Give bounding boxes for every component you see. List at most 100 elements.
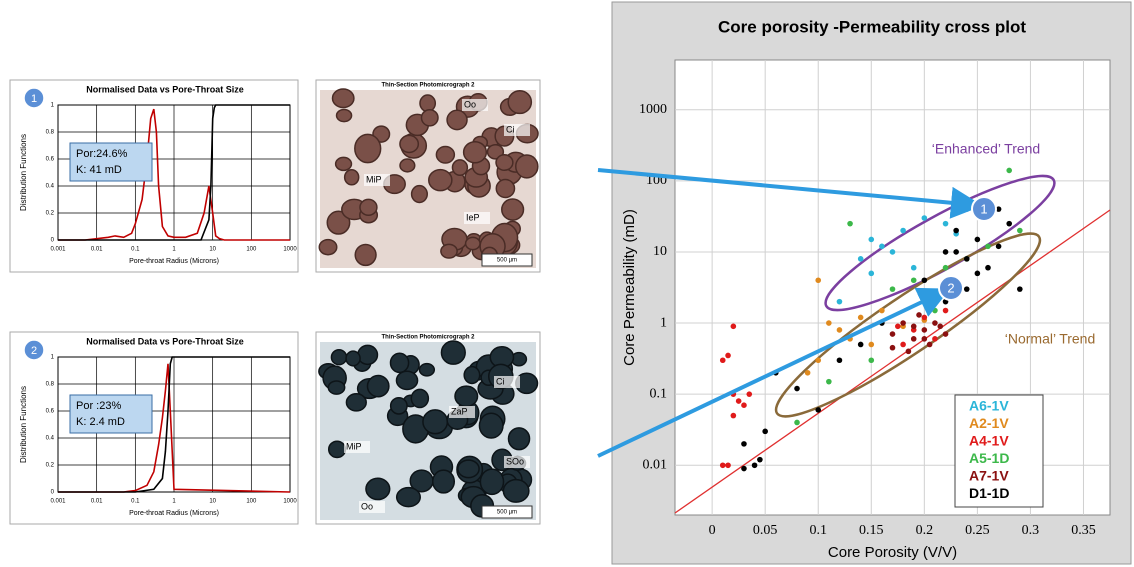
y-tick-label: 1	[660, 315, 667, 330]
grain	[433, 470, 455, 493]
photo-title: Thin-Section Photomicrograph 2	[381, 83, 475, 89]
point	[953, 228, 959, 234]
point	[725, 462, 731, 468]
point	[858, 256, 864, 262]
grain	[391, 398, 407, 414]
grain	[397, 488, 421, 507]
photo-label: MiP	[366, 174, 382, 184]
x-tick-label: 0.25	[965, 523, 990, 538]
figure: Core porosity -Permeability cross plot N…	[0, 0, 1134, 567]
legend-entry: A4-1V	[969, 433, 1009, 449]
y-tick-label: 1000	[639, 102, 667, 117]
grain	[412, 186, 428, 203]
grain	[329, 441, 346, 457]
chart-title: Normalised Data vs Pore-Throat Size	[86, 84, 244, 94]
point	[1017, 286, 1023, 292]
point	[985, 265, 991, 271]
x-tick-label: 0	[709, 523, 716, 538]
point	[943, 265, 949, 271]
x-tick-label: 100	[246, 247, 257, 253]
grain	[390, 353, 408, 372]
grain	[441, 341, 465, 364]
point	[815, 407, 821, 413]
point	[953, 249, 959, 255]
y-tick-label: 0.1	[650, 386, 668, 401]
y-tick-label: 0.4	[46, 184, 55, 190]
grain	[396, 371, 417, 389]
point	[911, 277, 917, 283]
photo-label: SOo	[506, 456, 524, 466]
grain	[496, 180, 514, 198]
grain	[436, 147, 454, 163]
point	[922, 277, 928, 283]
grain	[400, 159, 415, 172]
grain	[429, 170, 452, 191]
y-tick-label: 0.01	[643, 458, 668, 473]
point	[731, 413, 737, 419]
point	[943, 331, 949, 337]
plots: Normalised Data vs Pore-Throat Size0.001…	[10, 60, 1110, 561]
grain	[366, 478, 390, 499]
x-tick-label: 10	[209, 499, 216, 505]
point	[964, 256, 970, 262]
grain	[455, 386, 478, 406]
grain	[508, 428, 529, 450]
scale-bar-label: 500 µm	[497, 510, 517, 516]
grain	[496, 155, 513, 170]
point	[741, 441, 747, 447]
point	[826, 379, 832, 385]
y-tick-label: 10	[653, 244, 667, 259]
grain	[328, 381, 344, 394]
point	[922, 315, 928, 321]
photo-label: Oo	[361, 501, 373, 511]
point	[937, 324, 943, 330]
point	[943, 221, 949, 227]
grain	[503, 480, 528, 503]
x-axis-label: Core Porosity (V/V)	[828, 544, 957, 561]
grain	[516, 155, 538, 178]
point	[1017, 228, 1023, 234]
point	[858, 315, 864, 321]
point	[943, 308, 949, 314]
point	[847, 221, 853, 227]
badge-label: 2	[947, 280, 954, 295]
grain	[367, 376, 388, 397]
trend-label: ‘Enhanced’ Trend	[932, 141, 1040, 157]
point	[932, 320, 938, 326]
point	[975, 237, 981, 243]
grain	[345, 170, 359, 185]
grain	[336, 157, 352, 170]
cross-plot-title: Core porosity -Permeability cross plot	[718, 17, 1026, 36]
y-tick-label: 0.2	[46, 463, 55, 469]
point	[911, 265, 917, 271]
grain	[447, 110, 467, 129]
point	[837, 357, 843, 363]
point	[720, 462, 726, 468]
y-tick-label: 0.8	[46, 130, 55, 136]
point	[964, 206, 970, 212]
scale-bar-label: 500 µm	[497, 258, 517, 264]
grain	[400, 135, 418, 152]
chart-title: Normalised Data vs Pore-Throat Size	[86, 336, 244, 346]
legend-entry: D1-1D	[969, 485, 1009, 501]
legend-entry: A6-1V	[969, 398, 1009, 414]
point	[725, 353, 731, 359]
grain	[480, 469, 503, 494]
grain	[441, 244, 457, 258]
point	[985, 244, 991, 250]
point	[964, 286, 970, 292]
point	[879, 244, 885, 250]
grain	[346, 394, 366, 411]
point	[916, 312, 922, 318]
point	[943, 249, 949, 255]
point	[922, 215, 928, 221]
grain	[502, 199, 524, 220]
point	[932, 308, 938, 314]
x-tick-label: 10	[209, 247, 216, 253]
x-tick-label: 0.1	[131, 499, 140, 505]
point	[900, 342, 906, 348]
point	[895, 324, 901, 330]
grain	[508, 91, 531, 114]
grain	[355, 245, 376, 266]
grain	[333, 89, 354, 108]
